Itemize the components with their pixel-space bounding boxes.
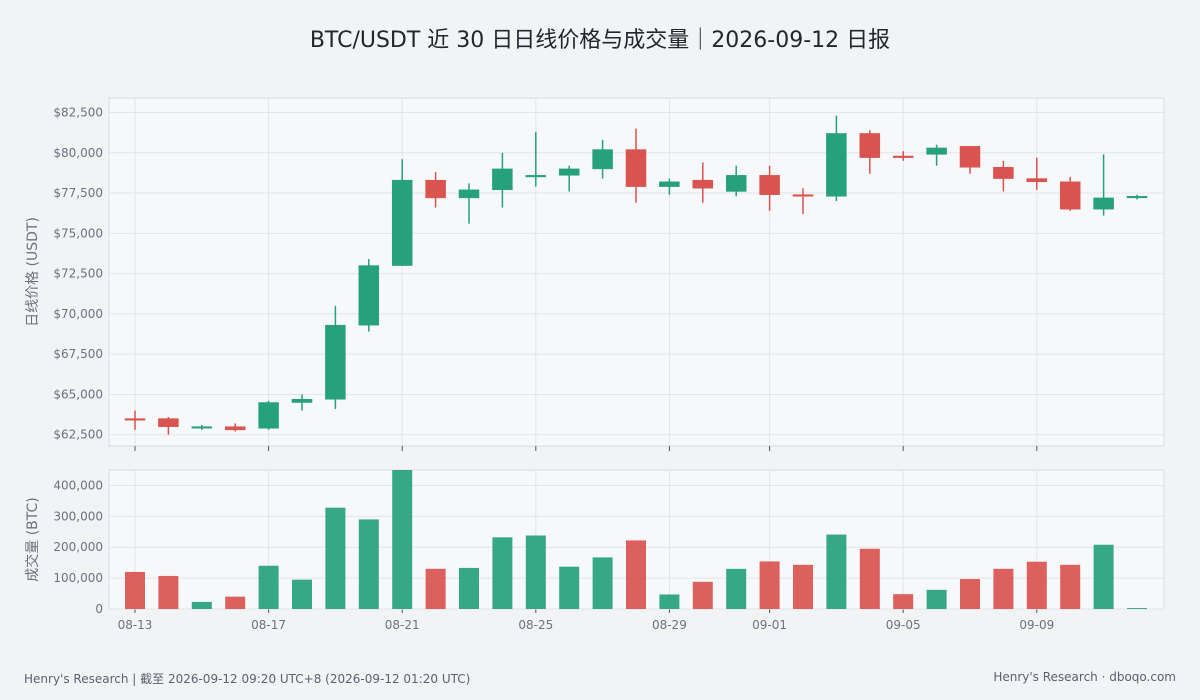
candle-body-down [224, 426, 246, 431]
volume-bar-down [158, 575, 179, 609]
volume-bar-down [960, 579, 980, 609]
x-tick-label: 08-13 [118, 618, 153, 632]
candle-body-up [258, 402, 279, 429]
volume-bar-down [225, 596, 246, 609]
candle-body-down [759, 175, 780, 195]
candle-body-up [391, 179, 413, 266]
volume-bar-up [926, 589, 947, 609]
candle-body-down [625, 149, 647, 187]
x-tick-label: 09-09 [1019, 618, 1054, 632]
volume-bar-down [125, 571, 145, 609]
price-y-tick-label: $70,000 [53, 307, 103, 321]
candle-body-down [792, 194, 814, 197]
candle-body-down [959, 146, 981, 168]
volume-bar-up [459, 567, 479, 609]
candle-body-up [592, 149, 613, 170]
candle-body-up [1093, 197, 1114, 210]
price-y-tick-label: $75,000 [53, 226, 103, 240]
candle-body-down [425, 179, 446, 199]
x-tick-label: 09-05 [886, 618, 921, 632]
volume-bar-up [592, 557, 613, 609]
volume-y-tick-label: 300,000 [53, 509, 103, 523]
price-y-tick-label: $65,000 [53, 387, 103, 401]
candle-body-up [291, 399, 313, 403]
candle-body-down [124, 418, 146, 421]
volume-y-tick-label: 100,000 [53, 571, 103, 585]
volume-bar-up [325, 507, 346, 609]
candle-body-down [1026, 178, 1048, 183]
candle-body-down [158, 418, 179, 427]
volume-bar-down [626, 540, 646, 609]
candle-body-down [859, 133, 881, 158]
volume-y-tick-label: 400,000 [53, 478, 103, 492]
volume-bar-up [659, 594, 680, 609]
price-y-tick-label: $62,500 [53, 428, 103, 442]
volume-y-tick-label: 200,000 [53, 540, 103, 554]
volume-bar-down [793, 564, 813, 609]
price-y-tick-label: $80,000 [53, 146, 103, 160]
candle-body-up [358, 265, 380, 326]
volume-bar-down [692, 581, 713, 609]
volume-bar-down [1060, 564, 1081, 609]
volume-bar-up [726, 568, 747, 609]
volume-bar-down [859, 548, 880, 609]
footer-source: Henry's Research | 截至 2026-09-12 09:20 U… [24, 672, 471, 686]
candle-body-up [826, 133, 847, 197]
volume-bar-up [1093, 544, 1114, 609]
footer-brand: Henry's Research · dboqo.com [993, 670, 1176, 684]
volume-bar-up [1127, 608, 1147, 609]
candle-body-up [926, 147, 947, 155]
x-tick-label: 09-01 [752, 618, 787, 632]
candle-body-down [993, 167, 1014, 179]
x-tick-label: 08-25 [518, 618, 553, 632]
price-y-tick-label: $72,500 [53, 267, 103, 281]
volume-bar-up [292, 579, 312, 609]
x-tick-label: 08-29 [652, 618, 687, 632]
volume-bar-down [759, 561, 780, 609]
volume-bar-up [826, 534, 847, 609]
candle-body-up [525, 175, 547, 178]
volume-y-axis-label: 成交量 (BTC) [24, 497, 41, 582]
volume-bar-down [1026, 561, 1047, 609]
volume-bar-down [993, 568, 1014, 609]
candle-body-up [492, 168, 513, 191]
volume-bar-down [425, 568, 446, 609]
price-y-axis-label: 日线价格 (USDT) [25, 217, 41, 327]
price-y-tick-label: $67,500 [53, 347, 103, 361]
volume-bar-up [191, 601, 212, 609]
candle-body-up [725, 175, 747, 192]
volume-bar-up [492, 537, 513, 609]
candle-body-up [558, 168, 580, 176]
volume-bar-up [559, 566, 580, 609]
candle-body-down [692, 179, 714, 189]
candle-body-down [1059, 181, 1081, 210]
candle-body-up [659, 181, 680, 187]
candle-body-up [1126, 196, 1148, 199]
price-y-tick-label: $77,500 [53, 186, 103, 200]
candle-body-down [892, 155, 914, 158]
x-tick-label: 08-21 [385, 618, 420, 632]
x-tick-label: 08-17 [251, 618, 286, 632]
price-y-tick-label: $82,500 [53, 106, 103, 120]
volume-y-tick-label: 0 [95, 602, 103, 616]
volume-bar-up [258, 565, 279, 609]
chart-title: BTC/USDT 近 30 日日线价格与成交量｜2026-09-12 日报 [309, 28, 891, 53]
volume-bar-down [893, 594, 914, 609]
volume-bar-up [358, 519, 379, 609]
candle-body-up [325, 324, 346, 400]
volume-bar-up [392, 470, 413, 609]
volume-bar-up [525, 535, 546, 609]
candle-body-up [191, 426, 213, 429]
candle-body-up [458, 189, 480, 199]
